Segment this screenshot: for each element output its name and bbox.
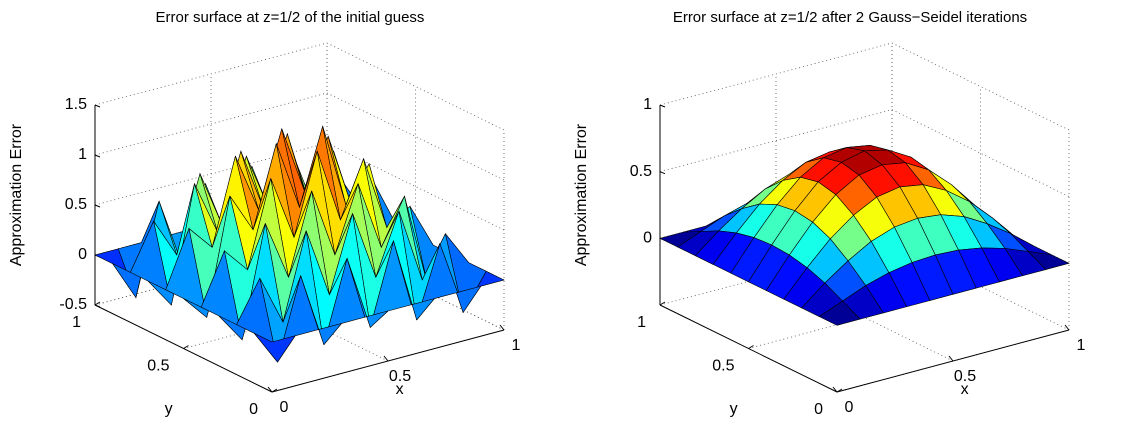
x-tick (1064, 324, 1070, 331)
z-tick-label: 1.5 (65, 96, 87, 113)
z-tick-label: 1 (78, 146, 87, 163)
grid-line (891, 42, 1070, 131)
x-tick-label: 1 (1077, 337, 1086, 354)
grid-line (94, 42, 328, 106)
y-tick (836, 388, 843, 393)
grid-line (94, 92, 328, 156)
z-tick (659, 171, 666, 175)
z-tick (659, 104, 666, 108)
x-tick (948, 355, 954, 362)
x-tick-label: 0 (845, 399, 854, 416)
z-tick (94, 204, 101, 208)
y-tick-label: 0.5 (712, 358, 734, 375)
y-tick (659, 301, 666, 306)
z-tick-label: 1 (643, 96, 652, 113)
grid-line (659, 109, 893, 173)
grid-line (659, 42, 893, 106)
chart-title: Error surface at z=1/2 after 2 Gauss−Sei… (673, 9, 1027, 26)
surface (94, 125, 505, 363)
z-tick (94, 304, 101, 308)
grid-line (326, 42, 505, 131)
x-tick (383, 355, 389, 362)
z-tick-label: 0 (78, 246, 87, 263)
x-tick-label: 0.5 (389, 368, 411, 385)
y-axis-label: y (165, 400, 173, 417)
z-tick-label: 0.5 (65, 196, 87, 213)
x-axis-label: x (961, 381, 969, 398)
surface-patch (254, 333, 296, 363)
z-axis-label: Approximation Error (8, 123, 25, 266)
x-axis-label: x (396, 381, 404, 398)
z-tick-label: 0.5 (630, 163, 652, 180)
z-tick-label: 0 (643, 230, 652, 247)
x-tick (832, 386, 838, 393)
z-tick (94, 154, 101, 158)
x-tick-label: 1 (512, 337, 521, 354)
y-tick (748, 345, 754, 349)
y-tick-label: 0.5 (147, 358, 169, 375)
grid-line (326, 92, 505, 181)
y-axis-label: y (730, 400, 738, 417)
surface (659, 144, 1070, 326)
chart-title: Error surface at z=1/2 of the initial gu… (156, 9, 425, 26)
y-tick-label: 1 (72, 314, 81, 331)
y-tick-label: 1 (637, 314, 646, 331)
y-tick-label: 0 (249, 401, 258, 418)
surface-patch (818, 300, 861, 326)
z-axis-label: Approximation Error (573, 123, 590, 266)
y-tick (183, 345, 189, 349)
y-tick (94, 301, 101, 306)
x-tick-label: 0 (280, 399, 289, 416)
x-tick-label: 0.5 (954, 368, 976, 385)
x-tick (267, 386, 273, 393)
z-tick (94, 104, 101, 108)
z-tick-label: -0.5 (59, 296, 87, 313)
x-tick (499, 324, 505, 331)
y-tick-label: 0 (814, 401, 823, 418)
y-tick (271, 388, 278, 393)
grid-line (891, 109, 1070, 198)
grid-line (326, 142, 505, 231)
